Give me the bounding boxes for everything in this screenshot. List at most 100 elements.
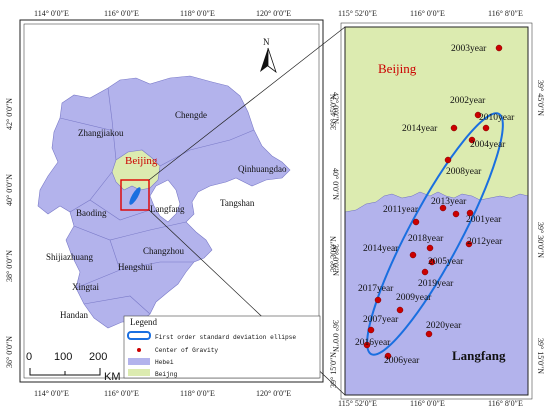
tick-label: 39° 30′0″N — [536, 222, 545, 258]
left-top-ticks: 114° 0′0″E 116° 0′0″E 118° 0′0″E 120° 0′… — [34, 9, 291, 18]
tick-label: 38° 0′0″N — [5, 250, 14, 282]
scale-label: 0 — [26, 351, 32, 363]
year-label: 2013year — [431, 197, 467, 207]
tick-label: 42° 0′0″N — [5, 98, 14, 130]
tick-label: 116° 8′0″E — [488, 399, 523, 408]
legend: Legend First order standard deviation el… — [123, 315, 321, 379]
scale-bar: 0 100 200 KM — [26, 351, 121, 383]
gravity-point — [367, 326, 375, 334]
city-label: Xingtai — [72, 282, 99, 292]
city-label: Hengshui — [118, 262, 153, 272]
gravity-point — [465, 240, 473, 248]
tick-label: 114° 0′0″E — [34, 9, 69, 18]
left-map: 114° 0′0″E 116° 0′0″E 118° 0′0″E 120° 0′… — [5, 9, 346, 398]
tick-label: 40° 0′0″N — [331, 168, 340, 200]
gravity-point — [450, 124, 458, 132]
left-bottom-ticks: 114° 0′0″E 116° 0′0″E 118° 0′0″E 120° 0′… — [34, 389, 291, 398]
city-label: Langfang — [150, 204, 185, 214]
gravity-point — [468, 136, 476, 144]
legend-item: Center of Gravity — [155, 347, 218, 354]
tick-label: 38° 0′0″N — [331, 244, 340, 276]
year-label: 2017year — [358, 284, 394, 294]
legend-hebei-swatch — [128, 358, 150, 365]
right-left-ticks: 39° 45′0″N 39° 30′0″N 39° 15′0″N — [329, 94, 338, 388]
right-map-frame — [344, 26, 529, 396]
gravity-point — [421, 268, 429, 276]
tick-label: 39° 15′0″N — [329, 352, 338, 388]
gravity-centers: 2003year 2002year 2010year 2014year 2004… — [355, 44, 515, 366]
gravity-point — [426, 244, 434, 252]
gravity-point — [396, 306, 404, 314]
year-label: 2007year — [363, 315, 399, 325]
year-label: 2008year — [446, 167, 482, 177]
right-bottom-ticks: 115° 52′0″E 116° 0′0″E 116° 8′0″E — [338, 399, 523, 408]
year-label: 2018year — [408, 234, 444, 244]
year-label: 2005year — [428, 257, 464, 267]
city-label: Handan — [60, 310, 88, 320]
tick-label: 116° 0′0″E — [104, 9, 139, 18]
legend-item: First order standard deviation ellipse — [155, 334, 296, 341]
tick-label: 36° 0′0″N — [5, 336, 14, 368]
left-map-frame — [19, 19, 324, 383]
city-label: Tangshan — [220, 198, 255, 208]
tick-label: 116° 0′0″E — [410, 399, 445, 408]
tianjin-region — [149, 179, 181, 223]
year-label: 2002year — [450, 96, 486, 106]
year-label: 2010year — [479, 113, 515, 123]
tick-label: 120° 0′0″E — [256, 389, 291, 398]
connector-line-top — [148, 26, 346, 181]
gravity-point — [439, 204, 447, 212]
tick-label: 39° 45′0″N — [536, 80, 545, 116]
legend-title: Legend — [130, 317, 157, 327]
city-label-beijing: Beijing — [125, 155, 158, 167]
tick-label: 118° 0′0″E — [180, 389, 215, 398]
right-top-ticks: 115° 52′0″E 116° 0′0″E 116° 8′0″E — [338, 9, 523, 18]
legend-ellipse-swatch — [127, 331, 151, 340]
city-label: Shijiazhuang — [46, 252, 93, 262]
left-right-ticks: 42° 0′0″N 40° 0′0″N 38° 0′0″N 36° 0′0″N — [331, 92, 340, 352]
tick-label: 39° 15′0″N — [536, 338, 545, 374]
city-label: Changzhou — [143, 246, 184, 256]
right-map: 115° 52′0″E 116° 0′0″E 116° 8′0″E 115° 5… — [329, 9, 545, 408]
tick-label: 120° 0′0″E — [256, 9, 291, 18]
tick-label: 115° 52′0″E — [338, 9, 377, 18]
gravity-point — [495, 44, 503, 52]
gravity-point — [425, 330, 433, 338]
legend-item: Beijng — [155, 371, 178, 378]
city-label: Baoding — [76, 208, 107, 218]
legend-point-swatch — [137, 348, 141, 352]
study-area-box — [120, 179, 150, 211]
year-label: 2016year — [355, 338, 391, 348]
scale-label: 100 — [54, 351, 72, 363]
year-label: 2020year — [426, 321, 462, 331]
tick-label: 116° 0′0″E — [104, 389, 139, 398]
year-label: 2012year — [467, 237, 503, 247]
gravity-point — [466, 209, 474, 217]
city-label: Chengde — [175, 110, 207, 120]
gravity-point — [452, 210, 460, 218]
gravity-point — [474, 111, 482, 119]
gravity-point — [412, 218, 420, 226]
tick-label: 39° 30′0″N — [329, 236, 338, 272]
year-label: 2003year — [451, 44, 487, 54]
north-label: N — [263, 37, 270, 47]
year-label: 2011year — [383, 205, 419, 215]
year-label: 2019year — [418, 279, 454, 289]
gravity-point — [384, 352, 392, 360]
year-label: 2014year — [363, 244, 399, 254]
city-label: Zhangjiakou — [78, 128, 124, 138]
gravity-point — [482, 124, 490, 132]
tick-label: 116° 0′0″E — [410, 9, 445, 18]
scale-label: 200 — [89, 351, 107, 363]
region-label-langfang: Langfang — [452, 348, 506, 363]
tick-label: 36° 0′0″N — [331, 320, 340, 352]
gravity-point — [374, 296, 382, 304]
gravity-point — [444, 156, 452, 164]
tick-label: 114° 0′0″E — [34, 389, 69, 398]
region-label-beijing: Beijing — [378, 61, 417, 76]
mini-ellipse — [129, 187, 141, 205]
legend-item: Hebei — [155, 359, 174, 366]
std-deviation-ellipse — [366, 112, 504, 356]
year-label: 2014year — [402, 124, 438, 134]
legend-beijing-swatch — [128, 369, 150, 376]
